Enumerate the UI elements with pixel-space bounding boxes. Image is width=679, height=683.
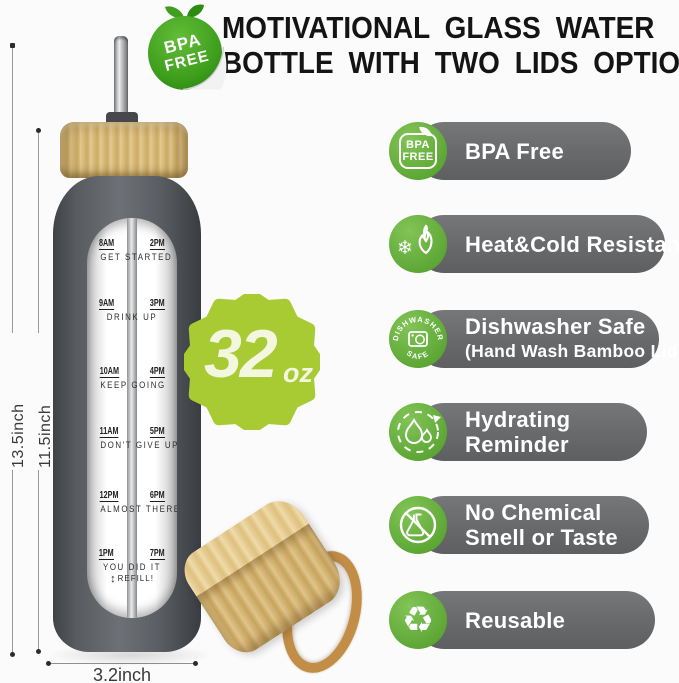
bpa-free-icon: BPA FREE — [389, 122, 447, 180]
page-title: MOTIVATIONAL GLASS WATER BOTTLE WITH TWO… — [222, 10, 679, 80]
feature-label-2: Smell or Taste — [465, 525, 618, 550]
motivation-phrase: DRINK UP — [106, 312, 158, 322]
time-right: 4PM — [150, 366, 166, 378]
motivation-phrase: KEEP GOING — [100, 380, 166, 390]
schedule-row: 1PM 7PM YOU DID IT — [87, 548, 177, 572]
slash-icon — [405, 512, 431, 538]
dishwasher-safe-icon: DISHWASHER SAFE — [389, 310, 447, 368]
water-drop-icon — [421, 428, 432, 443]
feature-label: BPA Free — [465, 138, 564, 164]
refill-label: ↕REFILL! — [110, 573, 154, 585]
flame-icon — [418, 224, 433, 255]
time-right: 5PM — [150, 426, 166, 438]
schedule-row: 12PM 6PM ALMOST THERE — [87, 490, 177, 514]
measurement-width: 3.2inch — [92, 665, 152, 683]
feature-row-hydrating: Hydrating Reminder — [389, 403, 673, 461]
feature-label: Heat&Cold Resistant — [465, 231, 679, 257]
svg-text:SAFE: SAFE — [405, 348, 431, 361]
motivation-phrase: GET STARTED — [100, 252, 173, 262]
feature-row-no-chemical: No Chemical Smell or Taste — [389, 496, 673, 554]
time-marker-window: 8AM 2PM GET STARTED 9AM 3PM DRINK UP 10A… — [87, 218, 177, 618]
measure-tick — [10, 43, 15, 48]
time-left: 10AM — [99, 366, 119, 378]
time-right: 2PM — [150, 238, 166, 250]
straw-through-glass — [127, 218, 137, 618]
schedule-row: 9AM 3PM DRINK UP — [87, 298, 177, 322]
measure-line-outer — [12, 470, 13, 655]
icon-arc-text-bottom: SAFE — [405, 348, 430, 361]
feature-row-bpa-free: BPA Free BPA FREE — [389, 122, 673, 180]
capacity-badge: 32 oz — [179, 289, 325, 435]
water-drop-icon — [404, 417, 424, 444]
measure-tick — [36, 128, 41, 133]
refill-arrows-icon: ↕ — [110, 573, 117, 585]
feature-label: Reusable — [465, 607, 566, 633]
feature-label: Dishwasher Safe — [465, 314, 646, 339]
no-chemical-icon — [389, 496, 447, 554]
bottle-body: 8AM 2PM GET STARTED 9AM 3PM DRINK UP 10A… — [53, 176, 201, 652]
icon-arc-text-top: DISHWASHER — [391, 315, 444, 342]
time-left: 12PM — [99, 490, 119, 502]
snowflake-icon: ❄ — [397, 238, 413, 259]
motivation-phrase: DON'T GIVE UP — [100, 440, 177, 450]
svg-text:DISHWASHER: DISHWASHER — [391, 315, 445, 342]
reusable-icon: ♻ — [389, 591, 447, 649]
title-line-1: MOTIVATIONAL GLASS WATER — [222, 10, 655, 45]
feature-label: Hydrating — [465, 407, 571, 432]
time-right: 3PM — [150, 298, 166, 310]
measure-tick — [36, 649, 41, 654]
leaf-icon — [165, 6, 184, 19]
title-line-2: BOTTLE WITH TWO LIDS OPTION — [222, 45, 679, 80]
measure-tick — [193, 661, 198, 666]
leaf-icon — [419, 125, 432, 138]
leaf-icon — [187, 4, 204, 18]
measure-line-inner — [38, 470, 39, 652]
capacity-value: 32 — [204, 316, 278, 392]
measure-line-inner — [38, 130, 39, 333]
measure-line-width — [48, 663, 196, 664]
recycle-icon: ♻ — [401, 599, 435, 640]
measure-line-outer — [12, 45, 13, 333]
feature-sublabel: (Hand Wash Bamboo Lid) — [465, 341, 679, 361]
schedule-row: 8AM 2PM GET STARTED — [87, 238, 177, 262]
capacity-unit: oz — [283, 358, 313, 388]
feature-label: No Chemical — [465, 500, 602, 525]
bpa-free-sticker-icon: BPA FREE — [138, 0, 232, 94]
second-bamboo-lid — [175, 490, 374, 682]
metal-straw — [114, 36, 128, 120]
time-left: 11AM — [99, 426, 119, 438]
feature-row-heat-cold: Heat&Cold Resistant ❄ — [389, 215, 679, 273]
measurement-outer-height: 13.5inch — [10, 403, 27, 469]
motivation-phrase: YOU DID IT — [102, 562, 162, 572]
measure-tick — [10, 652, 15, 657]
arrow-tip-icon — [433, 415, 441, 423]
hydrating-reminder-icon — [389, 403, 447, 461]
heat-cold-icon: ❄ — [389, 215, 447, 273]
feature-label-2: Reminder — [465, 432, 569, 457]
feature-row-reusable: Reusable ♻ — [389, 591, 673, 649]
time-left: 1PM — [98, 548, 114, 560]
feature-row-dishwasher: Dishwasher Safe (Hand Wash Bamboo Lid) D… — [389, 310, 679, 368]
time-left: 8AM — [98, 238, 115, 250]
motivation-phrase: ALMOST THERE — [100, 504, 177, 514]
schedule-row: 10AM 4PM KEEP GOING — [87, 366, 177, 390]
time-left: 9AM — [98, 298, 115, 310]
time-right: 6PM — [150, 490, 166, 502]
schedule-row: 11AM 5PM DON'T GIVE UP — [87, 426, 177, 450]
time-right: 7PM — [150, 548, 166, 560]
measure-tick — [46, 661, 51, 666]
bamboo-lid — [60, 122, 188, 178]
